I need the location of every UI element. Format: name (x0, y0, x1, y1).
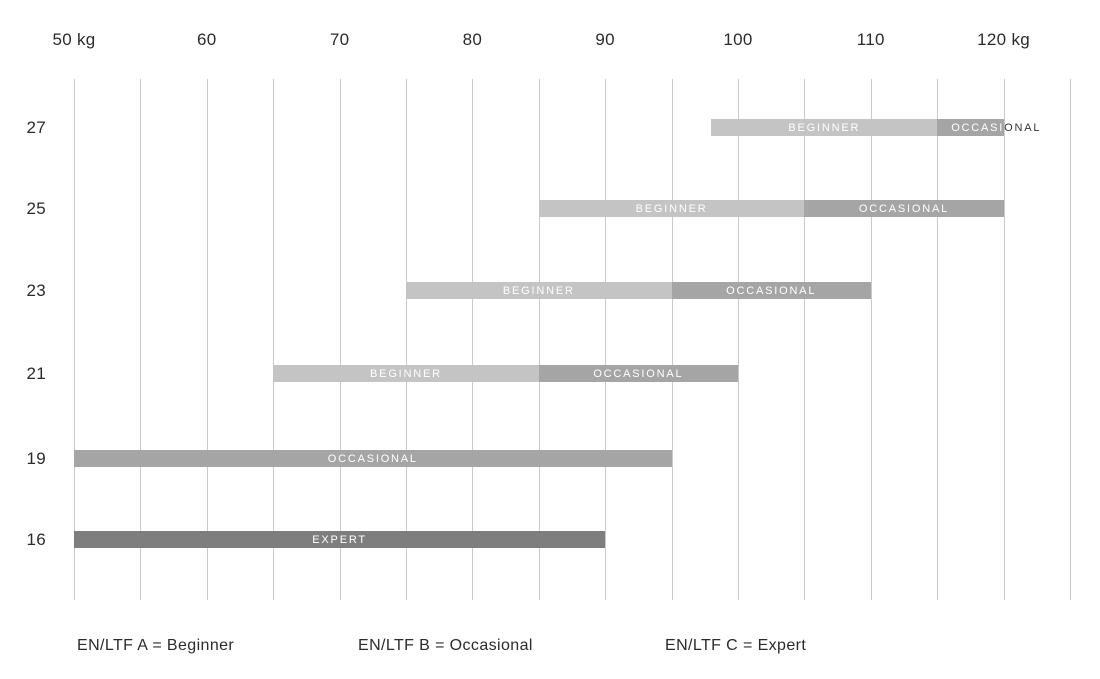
x-axis-tick-label: 80 (462, 30, 483, 49)
x-axis-tick-label: 100 (723, 30, 753, 49)
grid-line (538, 79, 540, 600)
grid-line (671, 79, 673, 600)
grid-line (804, 79, 806, 600)
bar-segment-beginner: BEGINNER (538, 200, 805, 217)
grid-line (273, 79, 275, 600)
bar-segment-beginner: BEGINNER (711, 119, 938, 136)
bar-segment-label: BEGINNER (788, 121, 861, 134)
bar-segment-occasional: OCCASIONAL (74, 450, 672, 467)
row-size-label: 19 (26, 448, 46, 468)
row-size-label: 27 (26, 117, 46, 137)
legend-item-expert: EN/LTF C = Expert (665, 637, 807, 654)
bar-segment-label: EXPERT (312, 533, 367, 546)
grid-line (472, 79, 474, 600)
grid-line (339, 79, 341, 600)
grid-line (605, 79, 607, 600)
row-size-label: 25 (26, 198, 46, 218)
bar-segment-expert: EXPERT (74, 531, 606, 548)
grid-line (1003, 79, 1005, 600)
bar-segment-beginner: BEGINNER (406, 282, 672, 299)
grid-line (140, 79, 142, 600)
grid-line (937, 79, 939, 600)
row-size-label: 23 (26, 280, 46, 300)
grid-line (870, 79, 872, 600)
grid-line (406, 79, 407, 600)
x-axis-tick-label: 70 (329, 30, 350, 49)
bar-segment-occasional: OCCASIONAL (804, 200, 1004, 217)
bar-segment-beginner: BEGINNER (273, 365, 539, 382)
row-size-label: 21 (26, 363, 46, 383)
bar-segment-label: BEGINNER (502, 284, 575, 297)
x-axis-tick-label: 120 kg (977, 30, 1031, 49)
x-axis-tick-label: 60 (197, 30, 217, 49)
bar-segment-occasional: OCCASIONAL (671, 282, 871, 299)
grid-line (738, 79, 739, 600)
bar-segment-occasional: OCCASIONALOCCASIONAL (937, 119, 1040, 136)
bar-segment-label: OCCASIONAL (726, 284, 817, 297)
bar-segment-occasional: OCCASIONAL (538, 365, 738, 382)
grid-line (74, 79, 75, 600)
legend-item-beginner: EN/LTF A = Beginner (77, 637, 235, 654)
bar-segment-label: OCCASIONAL (327, 452, 418, 465)
legend-item-occasional: EN/LTF B = Occasional (358, 637, 533, 654)
bar-segment-label: BEGINNER (635, 202, 708, 215)
grid-line (1070, 79, 1071, 600)
bar-segment-label: OCCASIONAL (858, 202, 950, 215)
bar-segment-label: OCCASIONAL (593, 367, 684, 380)
bar-segment-label: BEGINNER (370, 367, 442, 380)
row-size-label: 16 (26, 529, 46, 549)
x-axis-tick-label: 90 (595, 30, 615, 49)
x-axis-tick-label: 110 (856, 30, 885, 49)
x-axis-tick-label: 50 kg (52, 30, 96, 49)
grid-line (206, 79, 208, 600)
bar-segment-label: OCCASIONAL (951, 121, 1004, 134)
